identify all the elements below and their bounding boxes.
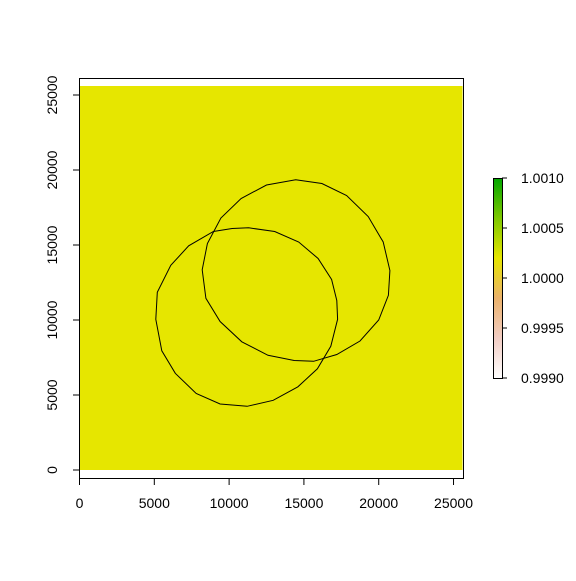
x-tick-label-2: 10000 bbox=[210, 495, 249, 511]
legend-tick-label-1: 0.9995 bbox=[521, 320, 564, 336]
y-tick-label-2: 10000 bbox=[44, 300, 60, 339]
y-tick-label-5: 25000 bbox=[44, 75, 60, 114]
polygon-outline-1 bbox=[155, 227, 339, 407]
y-tick-label-4: 20000 bbox=[44, 150, 60, 189]
raster-fill bbox=[79, 86, 463, 470]
legend-tick-label-2: 1.0000 bbox=[521, 270, 564, 286]
legend-tick-label-0: 0.9990 bbox=[521, 370, 564, 386]
legend-tick-label-3: 1.0005 bbox=[521, 220, 564, 236]
y-tick-label-0: 0 bbox=[44, 466, 60, 474]
x-tick-label-5: 25000 bbox=[434, 495, 473, 511]
x-tick-label-0: 0 bbox=[76, 495, 84, 511]
x-tick-label-3: 15000 bbox=[284, 495, 323, 511]
x-tick-label-1: 5000 bbox=[139, 495, 170, 511]
legend-colorbar bbox=[493, 178, 502, 378]
y-tick-label-3: 15000 bbox=[44, 225, 60, 264]
legend-tick-label-4: 1.0010 bbox=[521, 170, 564, 186]
x-tick-label-4: 20000 bbox=[359, 495, 398, 511]
polygon-outline-2 bbox=[201, 179, 391, 362]
y-tick-label-1: 5000 bbox=[44, 379, 60, 410]
